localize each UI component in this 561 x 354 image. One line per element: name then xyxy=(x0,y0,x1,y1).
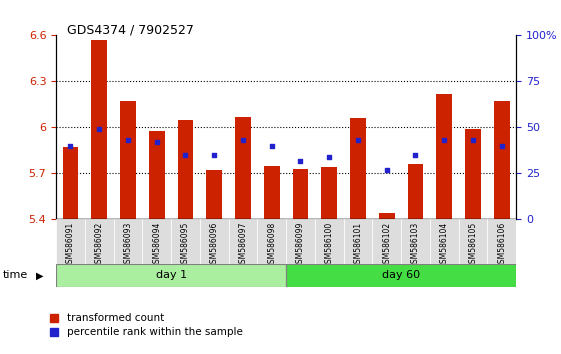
Bar xyxy=(436,94,452,219)
Point xyxy=(296,158,305,164)
Point xyxy=(468,137,477,143)
Bar xyxy=(206,170,222,219)
Point xyxy=(238,137,247,143)
Text: GSM586093: GSM586093 xyxy=(123,222,132,268)
Bar xyxy=(321,167,337,219)
Bar xyxy=(373,219,401,264)
Text: GSM586097: GSM586097 xyxy=(238,222,247,268)
Text: GSM586094: GSM586094 xyxy=(152,222,161,268)
Text: time: time xyxy=(3,270,28,280)
Bar xyxy=(286,219,315,264)
Text: day 60: day 60 xyxy=(382,270,420,280)
Point xyxy=(95,126,104,132)
Bar xyxy=(149,131,164,219)
Point xyxy=(123,137,132,143)
Point xyxy=(440,137,449,143)
Bar xyxy=(465,129,481,219)
Legend: transformed count, percentile rank within the sample: transformed count, percentile rank withi… xyxy=(50,313,242,337)
Text: GSM586100: GSM586100 xyxy=(325,222,334,268)
Text: day 1: day 1 xyxy=(155,270,187,280)
Bar xyxy=(379,213,394,219)
Bar xyxy=(56,219,85,264)
Text: GSM586095: GSM586095 xyxy=(181,222,190,268)
Bar xyxy=(488,219,516,264)
Bar xyxy=(120,101,136,219)
Bar xyxy=(200,219,229,264)
Text: GSM586102: GSM586102 xyxy=(382,222,391,268)
Point xyxy=(267,143,276,149)
Point xyxy=(181,152,190,158)
Bar xyxy=(343,219,373,264)
Point xyxy=(353,137,362,143)
Point xyxy=(152,139,161,145)
Bar xyxy=(494,101,509,219)
Text: GSM586096: GSM586096 xyxy=(210,222,219,268)
Point xyxy=(497,143,506,149)
Text: GSM586105: GSM586105 xyxy=(468,222,477,268)
Bar xyxy=(315,219,343,264)
Text: GDS4374 / 7902527: GDS4374 / 7902527 xyxy=(67,23,194,36)
Bar xyxy=(56,264,286,287)
Bar xyxy=(142,219,171,264)
Bar xyxy=(430,219,459,264)
Bar xyxy=(91,40,107,219)
Text: GSM586091: GSM586091 xyxy=(66,222,75,268)
Text: GSM586092: GSM586092 xyxy=(95,222,104,268)
Bar xyxy=(401,219,430,264)
Bar xyxy=(458,219,488,264)
Bar xyxy=(178,120,194,219)
Bar xyxy=(229,219,257,264)
Bar xyxy=(293,169,309,219)
Text: GSM586106: GSM586106 xyxy=(497,222,506,268)
Point xyxy=(210,152,219,158)
Bar xyxy=(113,219,142,264)
Point xyxy=(382,167,391,173)
Bar xyxy=(235,117,251,219)
Bar xyxy=(171,219,200,264)
Bar xyxy=(85,219,113,264)
Text: GSM586099: GSM586099 xyxy=(296,222,305,268)
Point xyxy=(66,143,75,149)
Bar xyxy=(286,264,516,287)
Point xyxy=(325,154,334,160)
Text: GSM586101: GSM586101 xyxy=(353,222,362,268)
Bar xyxy=(408,164,424,219)
Bar xyxy=(257,219,286,264)
Bar xyxy=(63,147,79,219)
Point xyxy=(411,152,420,158)
Bar xyxy=(264,166,279,219)
Text: GSM586104: GSM586104 xyxy=(440,222,449,268)
Text: GSM586103: GSM586103 xyxy=(411,222,420,268)
Bar xyxy=(350,118,366,219)
Text: GSM586098: GSM586098 xyxy=(267,222,276,268)
Text: ▶: ▶ xyxy=(36,270,44,280)
